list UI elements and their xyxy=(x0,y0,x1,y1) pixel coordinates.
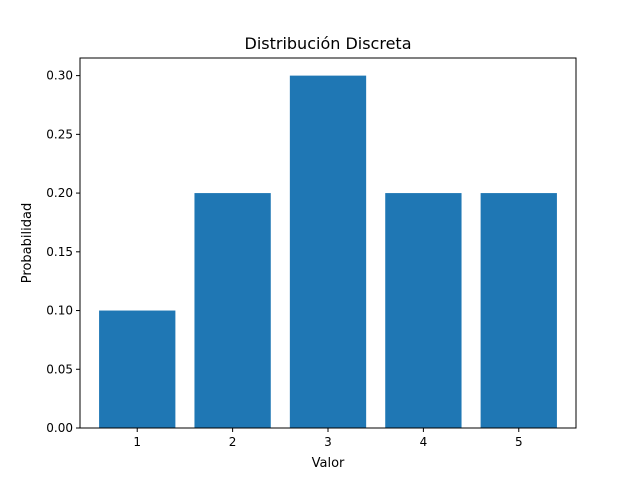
bar-1 xyxy=(99,310,176,428)
y-tick-label: 0.30 xyxy=(46,69,73,83)
x-tick-label: 1 xyxy=(133,435,141,449)
y-tick-label: 0.00 xyxy=(46,421,73,435)
bar-4 xyxy=(385,193,462,428)
x-tick-label: 4 xyxy=(420,435,428,449)
x-axis-label: Valor xyxy=(312,456,345,471)
bar-2 xyxy=(194,193,271,428)
x-tick-label: 5 xyxy=(515,435,523,449)
plot-frame xyxy=(79,57,577,429)
bars-group xyxy=(99,75,557,428)
y-axis-label: Probabilidad xyxy=(20,203,35,283)
x-tick-label: 2 xyxy=(229,435,237,449)
y-tick-label: 0.15 xyxy=(46,245,73,259)
bar-5 xyxy=(480,193,557,428)
x-axis: 1 2 3 4 5 xyxy=(133,428,523,449)
y-tick-label: 0.25 xyxy=(46,127,73,141)
y-tick-label: 0.20 xyxy=(46,186,73,200)
y-tick-label: 0.10 xyxy=(46,304,73,318)
y-tick-label: 0.05 xyxy=(46,362,73,376)
y-axis: 0.00 0.05 0.10 0.15 0.20 0.25 0.30 xyxy=(46,69,80,435)
bar-3 xyxy=(289,75,367,428)
x-tick-label: 3 xyxy=(324,435,332,449)
chart-title: Distribución Discreta xyxy=(245,34,412,53)
